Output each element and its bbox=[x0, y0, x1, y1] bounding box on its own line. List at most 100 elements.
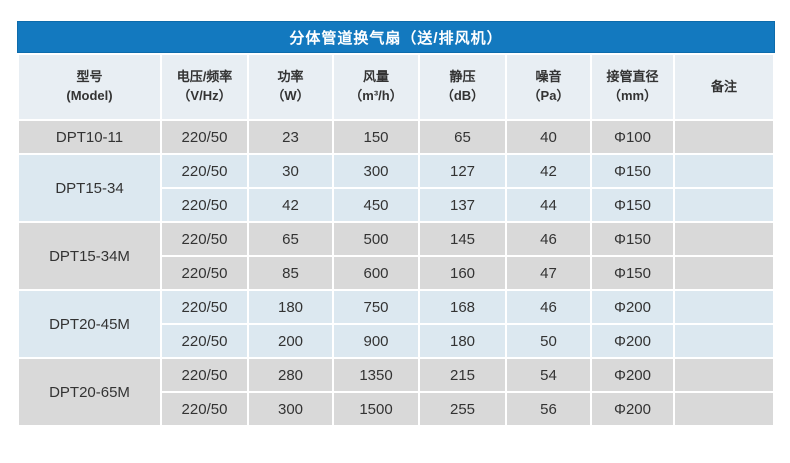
spec-table: 型号 (Model) 电压/频率 （V/Hz） 功率 （W） 风量 （m³/h） bbox=[17, 53, 775, 427]
static-pressure-cell: 180 bbox=[420, 325, 505, 357]
col-header-noise: 噪音 （Pa） bbox=[507, 55, 590, 119]
static-pressure-cell: 168 bbox=[420, 291, 505, 323]
static-pressure-cell: 127 bbox=[420, 155, 505, 187]
noise-cell: 42 bbox=[507, 155, 590, 187]
col-header-duct-diameter: 接管直径 （mm） bbox=[592, 55, 673, 119]
duct-diameter-cell: Φ200 bbox=[592, 325, 673, 357]
col-header-airflow-line2: （m³/h） bbox=[349, 88, 403, 103]
airflow-cell: 150 bbox=[334, 121, 418, 153]
static-pressure-cell: 160 bbox=[420, 257, 505, 289]
static-pressure-cell: 215 bbox=[420, 359, 505, 391]
power-cell: 42 bbox=[249, 189, 332, 221]
voltage-cell: 220/50 bbox=[162, 223, 247, 255]
col-header-remarks-line1: 备注 bbox=[710, 78, 737, 94]
airflow-cell: 1350 bbox=[334, 359, 418, 391]
static-pressure-cell: 145 bbox=[420, 223, 505, 255]
voltage-cell: 220/50 bbox=[162, 155, 247, 187]
remarks-cell bbox=[675, 359, 773, 391]
col-header-airflow: 风量 （m³/h） bbox=[334, 55, 418, 119]
voltage-cell: 220/50 bbox=[162, 257, 247, 289]
duct-diameter-cell: Φ200 bbox=[592, 291, 673, 323]
col-header-noise-line1: 噪音 bbox=[535, 69, 562, 85]
col-header-voltage: 电压/频率 （V/Hz） bbox=[162, 55, 247, 119]
col-header-remarks: 备注 bbox=[675, 55, 773, 119]
power-cell: 65 bbox=[249, 223, 332, 255]
duct-diameter-cell: Φ150 bbox=[592, 155, 673, 187]
power-cell: 200 bbox=[249, 325, 332, 357]
table-row: DPT20-65M 220/50 280 1350 215 54 Φ200 bbox=[19, 359, 773, 425]
table-row: 220/50 85 600 160 47 Φ150 bbox=[19, 257, 773, 289]
voltage-cell: 220/50 bbox=[162, 189, 247, 221]
table-title: 分体管道换气扇（送/排风机） bbox=[289, 29, 503, 47]
noise-cell: 56 bbox=[507, 393, 590, 425]
duct-diameter-cell: Φ100 bbox=[592, 121, 673, 153]
remarks-cell bbox=[675, 223, 773, 255]
duct-diameter-cell: Φ150 bbox=[592, 223, 673, 255]
col-header-static-pressure-line1: 静压 bbox=[449, 69, 476, 85]
model-cell-dpt20-45m: DPT20-45M bbox=[19, 291, 160, 357]
col-header-airflow-line1: 风量 bbox=[362, 69, 389, 85]
model-cell-dpt15-34: DPT15-34 bbox=[19, 155, 160, 221]
table-row: DPT15-34M 220/50 65 500 145 46 Φ150 bbox=[19, 223, 773, 289]
static-pressure-cell: 255 bbox=[420, 393, 505, 425]
col-header-voltage-line1: 电压/频率 bbox=[176, 69, 233, 85]
noise-cell: 46 bbox=[507, 223, 590, 255]
airflow-cell: 500 bbox=[334, 223, 418, 255]
airflow-cell: 600 bbox=[334, 257, 418, 289]
spec-table-container: 分体管道换气扇（送/排风机） 型号 (Model) 电压/频率 （V/Hz） bbox=[17, 21, 775, 427]
airflow-cell: 450 bbox=[334, 189, 418, 221]
col-header-model-line2: (Model) bbox=[66, 88, 113, 103]
airflow-cell: 900 bbox=[334, 325, 418, 357]
remarks-cell bbox=[675, 393, 773, 425]
voltage-cell: 220/50 bbox=[162, 393, 247, 425]
col-header-duct-diameter-line1: 接管直径 bbox=[606, 69, 659, 85]
col-header-model: 型号 (Model) bbox=[19, 55, 160, 119]
model-cell-dpt10-11: DPT10-11 bbox=[19, 121, 160, 153]
voltage-cell: 220/50 bbox=[162, 325, 247, 357]
remarks-cell bbox=[675, 121, 773, 153]
noise-cell: 44 bbox=[507, 189, 590, 221]
noise-cell: 47 bbox=[507, 257, 590, 289]
col-header-power: 功率 （W） bbox=[249, 55, 332, 119]
power-cell: 280 bbox=[249, 359, 332, 391]
power-cell: 300 bbox=[249, 393, 332, 425]
model-cell-dpt15-34m: DPT15-34M bbox=[19, 223, 160, 289]
power-cell: 30 bbox=[249, 155, 332, 187]
col-header-model-line1: 型号 bbox=[76, 69, 103, 85]
airflow-cell: 1500 bbox=[334, 393, 418, 425]
noise-cell: 46 bbox=[507, 291, 590, 323]
voltage-cell: 220/50 bbox=[162, 121, 247, 153]
noise-cell: 50 bbox=[507, 325, 590, 357]
static-pressure-cell: 137 bbox=[420, 189, 505, 221]
remarks-cell bbox=[675, 155, 773, 187]
col-header-duct-diameter-line2: （mm） bbox=[607, 88, 658, 103]
col-header-noise-line2: （Pa） bbox=[527, 88, 570, 103]
table-row: 220/50 200 900 180 50 Φ200 bbox=[19, 325, 773, 357]
duct-diameter-cell: Φ150 bbox=[592, 189, 673, 221]
duct-diameter-cell: Φ150 bbox=[592, 257, 673, 289]
remarks-cell bbox=[675, 325, 773, 357]
remarks-cell bbox=[675, 257, 773, 289]
table-row: DPT10-11 220/50 23 150 65 40 Φ100 bbox=[19, 121, 773, 153]
duct-diameter-cell: Φ200 bbox=[592, 359, 673, 391]
remarks-cell bbox=[675, 291, 773, 323]
col-header-voltage-line2: （V/Hz） bbox=[177, 88, 232, 103]
table-row: DPT15-34 220/50 30 300 127 42 Φ150 bbox=[19, 155, 773, 221]
col-header-power-line2: （W） bbox=[271, 88, 310, 103]
noise-cell: 54 bbox=[507, 359, 590, 391]
power-cell: 85 bbox=[249, 257, 332, 289]
power-cell: 180 bbox=[249, 291, 332, 323]
table-row: 220/50 42 450 137 44 Φ150 bbox=[19, 189, 773, 221]
power-cell: 23 bbox=[249, 121, 332, 153]
table-title-bar: 分体管道换气扇（送/排风机） bbox=[17, 21, 775, 53]
header-row: 型号 (Model) 电压/频率 （V/Hz） 功率 （W） 风量 （m³/h） bbox=[19, 55, 773, 119]
airflow-cell: 300 bbox=[334, 155, 418, 187]
voltage-cell: 220/50 bbox=[162, 359, 247, 391]
duct-diameter-cell: Φ200 bbox=[592, 393, 673, 425]
remarks-cell bbox=[675, 189, 773, 221]
noise-cell: 40 bbox=[507, 121, 590, 153]
col-header-power-line1: 功率 bbox=[277, 69, 304, 85]
model-cell-dpt20-65m: DPT20-65M bbox=[19, 359, 160, 425]
table-row: 220/50 300 1500 255 56 Φ200 bbox=[19, 393, 773, 425]
